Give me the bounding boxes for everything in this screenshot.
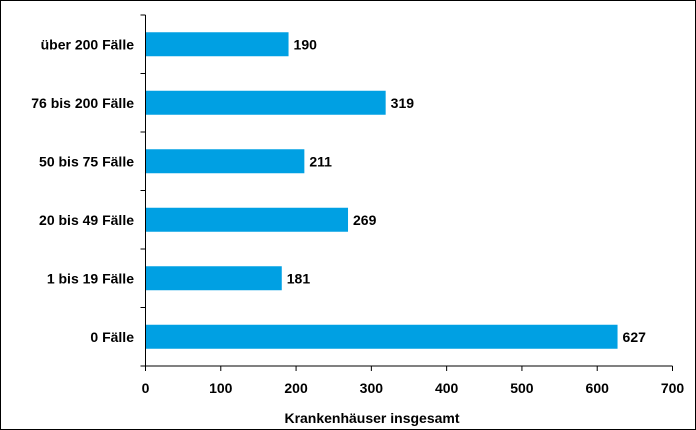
bar — [146, 266, 282, 291]
category-label: 50 bis 75 Fälle — [39, 153, 134, 169]
x-tick-label: 400 — [435, 380, 459, 396]
category-label: 0 Fälle — [90, 329, 134, 345]
category-labels: über 200 Fälle 76 bis 200 Fälle 50 bis 75 … — [31, 36, 134, 345]
value-label: 269 — [353, 212, 377, 228]
x-tick-label: 200 — [284, 380, 308, 396]
value-label: 319 — [391, 95, 415, 111]
bar — [146, 32, 289, 57]
x-axis-title: Krankenhäuser insgesamt — [284, 410, 459, 426]
bar — [146, 149, 305, 174]
x-tick-label: 100 — [209, 380, 233, 396]
y-axis — [140, 14, 146, 367]
x-tick-label: 700 — [661, 380, 685, 396]
category-label: 76 bis 200 Fälle — [31, 95, 134, 111]
value-label: 190 — [294, 36, 318, 52]
x-tick-label: 600 — [586, 380, 610, 396]
x-tick-label: 0 — [142, 380, 150, 396]
bar — [146, 324, 618, 349]
bar — [146, 90, 386, 115]
bar — [146, 207, 349, 232]
value-label: 211 — [309, 153, 332, 169]
category-label: über 200 Fälle — [41, 36, 135, 52]
value-label: 181 — [287, 270, 311, 286]
category-label: 1 bis 19 Fälle — [47, 270, 134, 286]
x-tick-label: 500 — [510, 380, 534, 396]
x-axis: 0 100 200 300 400 500 600 700 — [142, 365, 685, 396]
x-tick-label: 300 — [360, 380, 384, 396]
value-label: 627 — [623, 329, 647, 345]
value-labels: 190 319 211 269 181 627 — [287, 36, 646, 345]
category-label: 20 bis 49 Fälle — [39, 212, 134, 228]
bars — [146, 32, 618, 349]
